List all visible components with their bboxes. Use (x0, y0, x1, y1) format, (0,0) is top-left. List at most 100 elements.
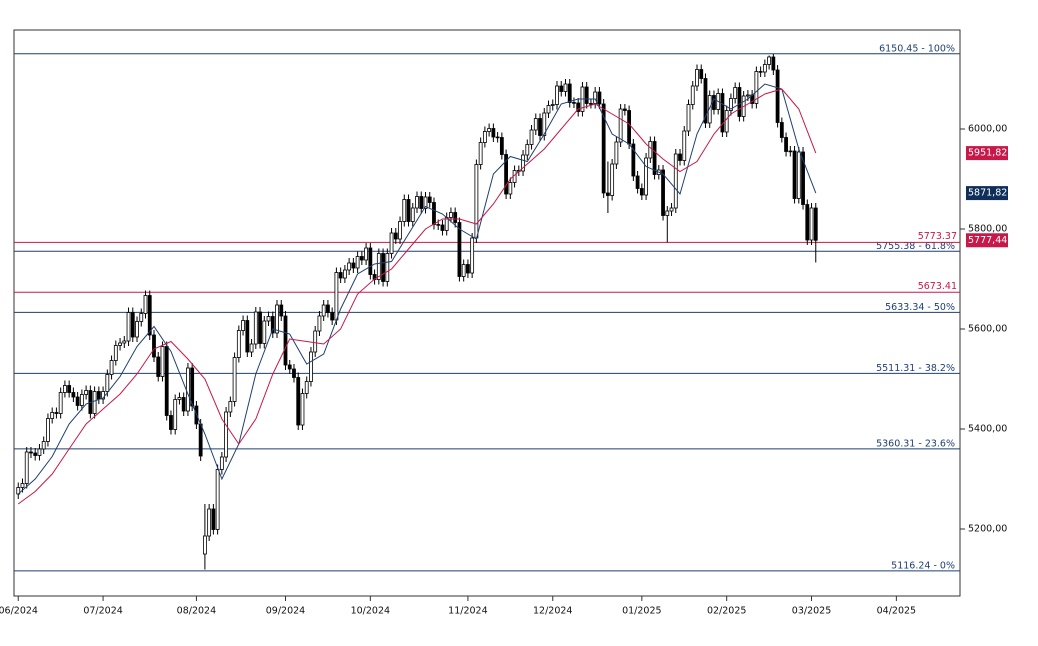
candle-body (508, 182, 513, 195)
candle-body (139, 313, 144, 322)
candle-body (385, 253, 390, 282)
x-tick-label: 11/2024 (448, 606, 487, 617)
x-tick-label: 08/2024 (177, 606, 216, 617)
candle-body (652, 141, 657, 175)
candle-body (275, 304, 279, 334)
price-tag-label: 5871,82 (968, 188, 1007, 199)
candle-body (156, 356, 161, 377)
candle-body (614, 141, 619, 165)
candle-body (241, 320, 245, 331)
candle-body (181, 397, 186, 412)
candle-body (555, 85, 559, 105)
candle-body (313, 330, 318, 353)
candle-body (805, 204, 810, 241)
candle-body (538, 118, 542, 136)
y-tick-label: 5800,00 (968, 224, 1007, 235)
candle-body (283, 315, 288, 366)
fib-level-label: 5116.24 - 0% (891, 560, 955, 571)
price-level-label: 5673.41 (918, 281, 957, 292)
candle-body (198, 423, 203, 457)
candle-body (300, 393, 305, 426)
candle-body (567, 83, 572, 103)
fib-level-label: 6150.45 - 100% (879, 43, 955, 54)
candle-body (665, 210, 670, 216)
candle-body (130, 312, 135, 338)
candle-body (58, 392, 63, 414)
candle-body (792, 150, 797, 199)
candle-body (733, 87, 738, 99)
y-tick-label: 5600,00 (968, 324, 1007, 335)
price-tag (966, 186, 1008, 201)
candle-body (661, 169, 665, 216)
candle-body (678, 153, 682, 161)
x-tick-label: 12/2024 (533, 606, 572, 617)
candle-body (529, 129, 534, 145)
candle-body (572, 102, 576, 104)
candle-body (432, 202, 436, 225)
x-tick-label: 09/2024 (266, 606, 305, 617)
candle-body (304, 381, 309, 394)
candle-body (160, 346, 165, 377)
candle-body (355, 256, 360, 269)
candle-body (152, 334, 156, 358)
candle-body (245, 320, 250, 353)
candle-body (525, 144, 530, 156)
candle-body (559, 85, 564, 92)
candle-body (784, 137, 788, 152)
candle-body (186, 367, 190, 412)
candle-body (466, 264, 470, 274)
candle-body (767, 56, 772, 65)
candle-body (686, 104, 691, 132)
x-tick-label: 02/2025 (707, 606, 746, 617)
candle-body (338, 272, 343, 279)
candle-body (610, 163, 615, 196)
candle-body (597, 91, 602, 105)
candle-body (67, 385, 72, 393)
y-tick-label: 5200,00 (968, 524, 1007, 535)
candle-body (737, 87, 742, 117)
candle-body (635, 175, 640, 189)
candle-body (393, 232, 398, 240)
candle-body (122, 340, 127, 344)
candle-body (326, 304, 330, 313)
candle-body (147, 295, 152, 336)
candle-body (461, 264, 466, 277)
candle-body (453, 212, 458, 223)
candle-body (415, 196, 419, 209)
candle-body (236, 330, 241, 358)
price-level-label: 5773.37 (918, 231, 957, 242)
candle-body (682, 130, 687, 161)
candle-body (504, 154, 508, 195)
candle-body (809, 207, 814, 241)
candle-body (779, 122, 784, 138)
candle-body (436, 224, 441, 226)
y-tick-label: 6000,00 (968, 124, 1007, 135)
fib-level-label: 5511.31 - 38.2% (876, 363, 955, 374)
candle-body (712, 95, 716, 110)
candle-body (105, 374, 110, 392)
candle-body (296, 377, 301, 426)
candle-body (169, 415, 173, 430)
candle-body (232, 357, 237, 402)
candle-body (427, 196, 432, 203)
candle-body (173, 399, 178, 430)
candle-body (262, 320, 267, 344)
candle-body (546, 105, 551, 114)
x-tick-label: 07/2024 (83, 606, 122, 617)
x-tick-label: 04/2025 (877, 606, 916, 617)
candle-body (423, 196, 428, 209)
candle-body (618, 108, 623, 143)
candle-body (576, 102, 581, 112)
candle-body (118, 342, 122, 346)
candle-body (135, 321, 139, 338)
candle-body (109, 360, 114, 375)
candle-body (46, 418, 50, 442)
candle-body (334, 272, 339, 321)
candle-body (207, 508, 212, 537)
candle-body (50, 412, 55, 419)
candle-body (24, 451, 29, 484)
candle-body (669, 207, 674, 212)
fib-level-label: 5633.34 - 50% (885, 302, 955, 313)
x-tick-label: 10/2024 (351, 606, 390, 617)
candle-body (648, 141, 653, 159)
